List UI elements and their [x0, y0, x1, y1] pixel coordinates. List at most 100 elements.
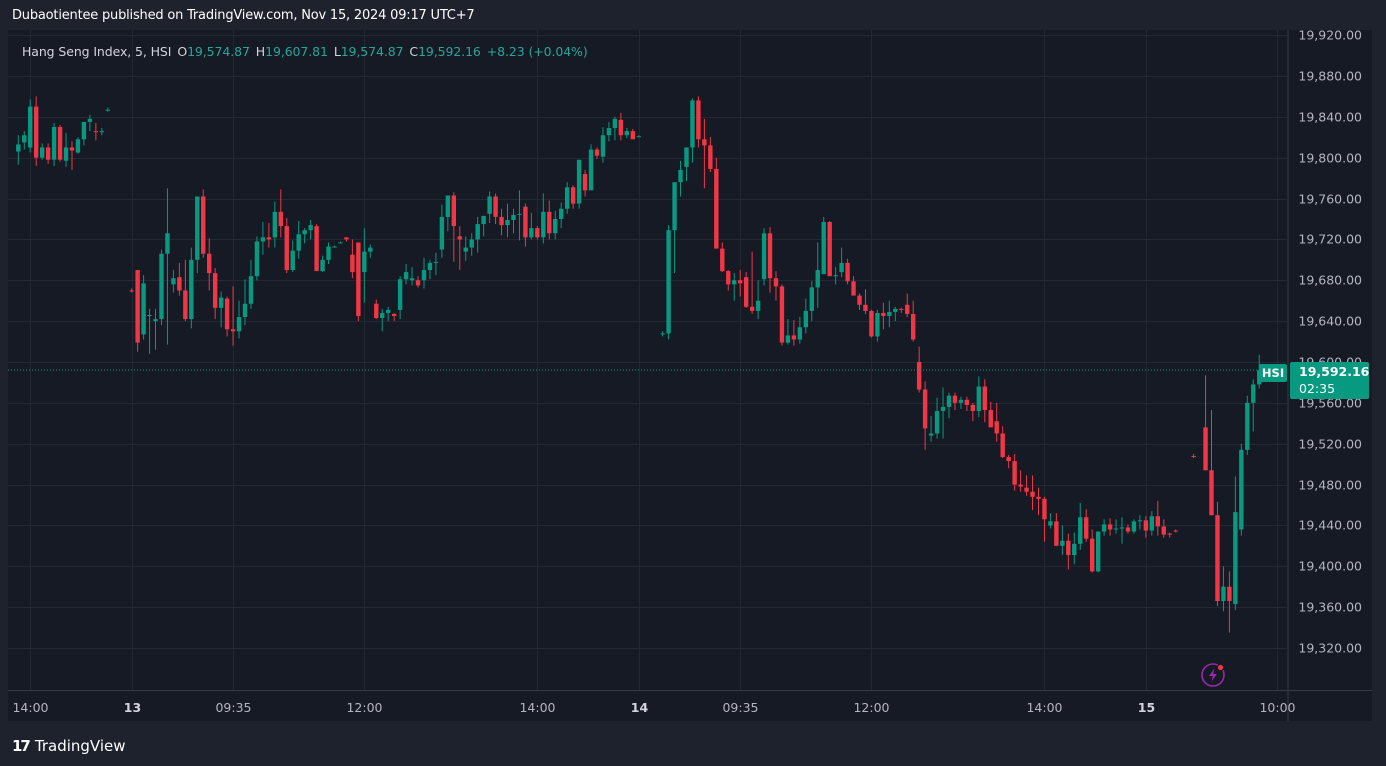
candle [39, 143, 45, 160]
candle-body [839, 262, 844, 273]
candle [576, 159, 582, 209]
candle-body [499, 216, 504, 226]
candle-body [272, 211, 278, 238]
candle [958, 396, 964, 409]
candle-body [129, 290, 134, 292]
candle-body [356, 242, 361, 317]
candle-body [28, 106, 33, 148]
candle-body [421, 270, 427, 281]
candle [905, 293, 910, 318]
candle [612, 116, 618, 141]
candle [493, 193, 498, 225]
candle [851, 276, 856, 296]
candle-body [708, 145, 713, 169]
candle [1119, 517, 1125, 544]
y-tick-label: 19,360.00 [1298, 600, 1362, 615]
candle-body [863, 304, 868, 311]
candle [141, 275, 146, 340]
candle-body [928, 433, 934, 436]
candle-body [678, 169, 683, 183]
candle [421, 257, 427, 289]
candle-body [1048, 521, 1053, 526]
candle [451, 192, 457, 262]
candle [588, 144, 594, 191]
candle-body [755, 300, 761, 311]
candle [207, 238, 212, 291]
y-tick-label: 19,800.00 [1298, 151, 1362, 166]
candle-body [1084, 517, 1089, 539]
candle [1209, 409, 1214, 516]
candle-body [1125, 527, 1131, 532]
x-tick-label: 14:00 [519, 700, 555, 715]
candle-body [135, 270, 140, 343]
legend-symbol[interactable]: Hang Seng Index, 5, HSI [22, 44, 172, 59]
candle-body [1131, 521, 1137, 532]
candle [159, 249, 164, 326]
candle [624, 128, 630, 139]
candle [403, 263, 409, 285]
candle-body [1054, 521, 1059, 546]
candle [911, 300, 916, 342]
candle [344, 237, 349, 242]
candle-body [523, 206, 528, 238]
candle [99, 128, 105, 136]
chart-panel[interactable] [8, 30, 1372, 721]
candle [1024, 475, 1029, 496]
candle [1078, 502, 1083, 550]
candle-body [517, 213, 522, 215]
candle-body [821, 222, 826, 275]
candle [105, 107, 110, 112]
candle-body [230, 329, 236, 332]
legend-high-value: 19,607.81 [265, 44, 328, 59]
candle [1018, 470, 1023, 492]
candle-body [57, 127, 63, 160]
lightning-icon[interactable] [1200, 662, 1225, 687]
candle-body [439, 216, 445, 250]
candle-body [1161, 526, 1166, 535]
candle-body [159, 253, 164, 320]
candle [201, 189, 206, 258]
candle-body [433, 261, 439, 263]
candle [397, 276, 403, 320]
y-tick-label: 19,480.00 [1298, 478, 1362, 493]
candle-body [916, 361, 922, 390]
tradingview-logo[interactable]: 17 TradingView [12, 737, 126, 755]
candle-body [749, 306, 755, 311]
candle-body [212, 273, 218, 308]
candle [433, 252, 439, 276]
candle-body [881, 312, 886, 317]
candle-body [535, 228, 540, 238]
candle-body [660, 333, 665, 335]
candle [714, 157, 719, 249]
candle [326, 242, 331, 264]
candle-body [564, 187, 570, 209]
y-tick-label: 19,760.00 [1298, 192, 1362, 207]
candles [16, 96, 1262, 633]
candle [1042, 496, 1047, 542]
candle [743, 272, 749, 308]
candle [1060, 525, 1065, 556]
candle [1215, 501, 1220, 607]
candle [797, 317, 803, 344]
candle [415, 276, 421, 288]
candle-body [463, 247, 468, 252]
candle [380, 308, 385, 332]
candle [129, 288, 134, 293]
candle [1030, 475, 1035, 511]
candle [899, 307, 904, 313]
candle [81, 121, 87, 146]
legend-close-value: 19,592.16 [418, 44, 481, 59]
candle [1107, 518, 1113, 536]
candle [260, 222, 266, 255]
candle-body [726, 271, 731, 285]
candle-body [16, 144, 21, 152]
candle-body [690, 100, 695, 148]
candle [153, 308, 158, 350]
y-tick-label: 19,880.00 [1298, 69, 1362, 84]
x-tick-label: 14:00 [1026, 700, 1062, 715]
candle [457, 226, 462, 271]
candle-body [803, 310, 809, 328]
grid-lines [8, 30, 1287, 690]
candle [195, 196, 200, 274]
